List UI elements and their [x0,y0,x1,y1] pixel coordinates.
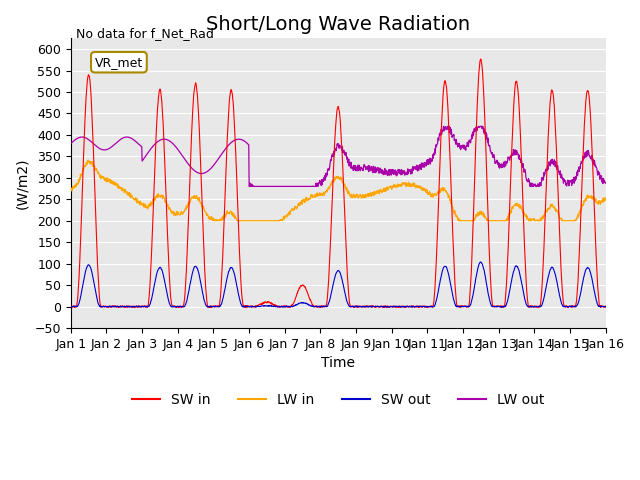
Text: No data for f_Net_Rad: No data for f_Net_Rad [76,27,214,40]
Y-axis label: (W/m2): (W/m2) [15,157,29,209]
X-axis label: Time: Time [321,356,355,370]
Title: Short/Long Wave Radiation: Short/Long Wave Radiation [206,15,470,34]
Text: VR_met: VR_met [95,56,143,69]
Legend: SW in, LW in, SW out, LW out: SW in, LW in, SW out, LW out [126,387,550,412]
